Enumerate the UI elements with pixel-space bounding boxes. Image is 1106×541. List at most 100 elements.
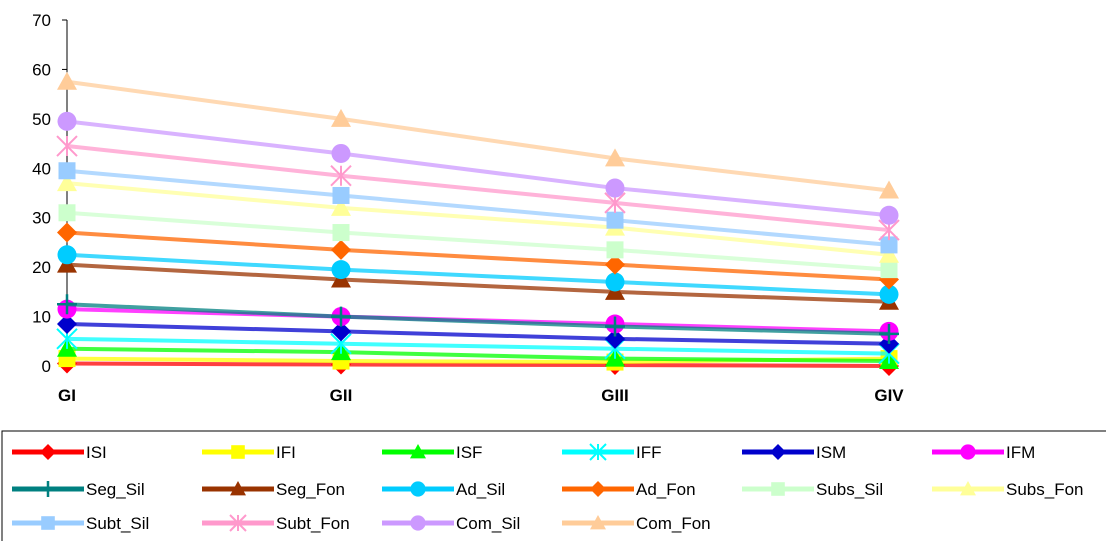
y-tick-label: 60 <box>32 60 51 79</box>
data-point-ad-sil-gii <box>331 260 351 280</box>
data-point-ism-gii <box>331 321 351 342</box>
legend-label: ISM <box>816 443 846 462</box>
legend-swatch-marker <box>590 515 606 530</box>
legend-swatch-marker <box>229 514 247 532</box>
series-com-sil <box>57 111 899 225</box>
series-line-subt-fon <box>66 144 890 233</box>
legend-label: Seg_Sil <box>86 480 145 499</box>
series-line-ad-sil <box>66 252 890 297</box>
legend-label: IFF <box>636 443 662 462</box>
legend-label: Ad_Fon <box>636 480 696 499</box>
legend-item-subt-fon: Subt_Fon <box>202 514 350 533</box>
chart-series <box>56 71 900 376</box>
legend-item-ifi: IFI <box>202 443 296 462</box>
data-point-ad-fon-giii <box>605 254 625 275</box>
legend-item-seg-fon: Seg_Fon <box>202 480 345 499</box>
series-com-fon <box>57 71 899 199</box>
legend-swatch-marker <box>230 481 246 496</box>
data-point-com-sil-giv <box>879 205 899 225</box>
legend-label: Subs_Fon <box>1006 480 1084 499</box>
data-point-com-sil-giii <box>605 178 625 198</box>
legend-label: Ad_Sil <box>456 480 505 499</box>
data-point-subs-sil-gi <box>58 204 76 222</box>
series-line-ism <box>66 321 890 346</box>
data-point-ad-fon-gi <box>57 222 77 243</box>
data-point-subt-fon-gi <box>56 135 78 157</box>
series-seg-sil <box>57 294 899 344</box>
legend-item-subs-fon: Subs_Fon <box>932 480 1084 499</box>
data-point-subt-sil-gi <box>58 162 76 180</box>
series-line-seg-fon <box>66 262 890 304</box>
data-point-subs-sil-gii <box>332 224 350 242</box>
data-point-com-fon-giv <box>879 180 899 199</box>
data-point-ad-fon-gii <box>331 239 351 260</box>
series-line-isi <box>66 361 890 368</box>
data-point-com-sil-gii <box>331 143 351 163</box>
legend-label: Com_Sil <box>456 514 520 533</box>
legend-swatch-marker <box>231 445 245 459</box>
y-tick-label: 20 <box>32 258 51 277</box>
legend-item-iff: IFF <box>562 443 662 462</box>
legend-item-com-sil: Com_Sil <box>382 514 520 533</box>
legend-label: IFM <box>1006 443 1035 462</box>
legend-label: Seg_Fon <box>276 480 345 499</box>
data-point-subt-sil-giii <box>606 211 624 229</box>
legend-swatch-marker <box>589 443 607 461</box>
chart-tick-labels: 0 10 20 30 40 50 60 70 GI GII GIII GIV <box>32 11 904 405</box>
series-ad-sil <box>57 245 899 304</box>
legend-swatch-marker <box>410 515 426 531</box>
x-tick-label-gi: GI <box>58 386 76 405</box>
legend-label: Subs_Sil <box>816 480 883 499</box>
series-line-ad-fon <box>66 230 890 282</box>
series-line-seg-sil <box>66 302 890 336</box>
data-point-subt-sil-giv <box>880 236 898 254</box>
data-point-subs-sil-giv <box>880 261 898 279</box>
legend-swatch-marker <box>960 444 976 460</box>
x-tick-label-gii: GII <box>330 386 353 405</box>
series-line-subs-fon <box>66 181 890 257</box>
data-point-subs-fon-gi <box>57 173 77 192</box>
series-ism <box>57 313 899 354</box>
legend-label: Subt_Sil <box>86 514 149 533</box>
legend-item-seg-sil: Seg_Sil <box>12 480 145 499</box>
legend-label: ISF <box>456 443 482 462</box>
y-tick-label: 30 <box>32 209 51 228</box>
chart-legend: ISI IFI ISF IFF ISM IFM Seg_Sil Seg_Fon Ad_Sil Ad… <box>1 430 1106 541</box>
series-subs-sil <box>58 204 898 279</box>
data-point-subs-sil-giii <box>606 241 624 259</box>
legend-label: IFI <box>276 443 296 462</box>
legend-swatch-marker <box>960 481 976 496</box>
legend-swatch-marker <box>770 444 786 460</box>
data-point-seg-sil-gi <box>57 294 77 315</box>
legend-item-isf: ISF <box>382 443 482 462</box>
data-point-ism-giii <box>605 328 625 349</box>
data-point-com-fon-gii <box>331 108 351 127</box>
series-line-iff <box>66 336 890 356</box>
legend-label: ISI <box>86 443 107 462</box>
legend-item-subt-sil: Subt_Sil <box>12 514 149 533</box>
y-tick-label: 50 <box>32 110 51 129</box>
y-tick-label: 10 <box>32 308 51 327</box>
data-point-seg-sil-giii <box>605 316 625 337</box>
legend-swatch-marker <box>40 444 56 460</box>
y-tick-label: 70 <box>32 11 51 30</box>
series-ad-fon <box>57 222 899 290</box>
data-point-subs-fon-giv <box>879 244 899 263</box>
y-tick-label: 40 <box>32 159 51 178</box>
data-point-ad-sil-giii <box>605 272 625 292</box>
series-subt-sil <box>58 162 898 254</box>
legend-item-ifm: IFM <box>932 443 1035 462</box>
y-tick-label: 0 <box>42 357 51 376</box>
legend-swatch-marker <box>590 481 606 497</box>
data-point-subt-fon-gii <box>330 164 352 187</box>
data-point-com-fon-giii <box>605 148 625 167</box>
x-tick-label-giii: GIII <box>601 386 628 405</box>
legend-box <box>1 430 1106 541</box>
legend-item-ad-sil: Ad_Sil <box>382 480 505 499</box>
data-point-com-sil-gi <box>57 111 77 131</box>
legend-swatch-marker <box>771 482 785 496</box>
legend-label: Subt_Fon <box>276 514 350 533</box>
legend-item-ism: ISM <box>742 443 846 462</box>
series-line-subs-sil <box>66 210 890 272</box>
data-point-ism-gi <box>57 313 77 334</box>
